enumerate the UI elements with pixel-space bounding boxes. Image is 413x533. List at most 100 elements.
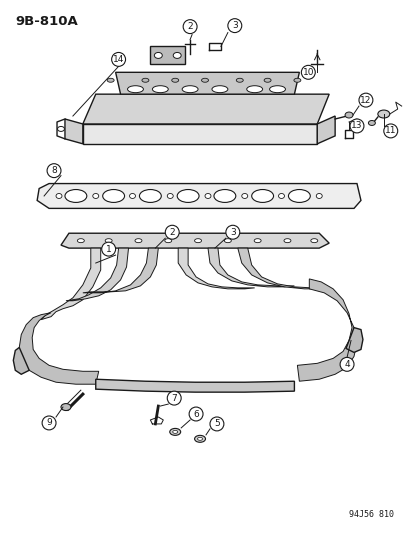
- Polygon shape: [19, 313, 98, 384]
- Polygon shape: [61, 233, 328, 248]
- Polygon shape: [83, 248, 158, 293]
- Ellipse shape: [65, 190, 87, 203]
- Circle shape: [349, 119, 363, 133]
- Polygon shape: [95, 379, 294, 392]
- Ellipse shape: [194, 435, 205, 442]
- Circle shape: [227, 19, 241, 33]
- Ellipse shape: [135, 239, 142, 243]
- Text: 4: 4: [344, 360, 349, 369]
- Ellipse shape: [344, 112, 352, 118]
- Ellipse shape: [164, 239, 171, 243]
- Text: 2: 2: [169, 228, 175, 237]
- Circle shape: [183, 20, 197, 34]
- Circle shape: [102, 242, 115, 256]
- Polygon shape: [316, 116, 335, 144]
- Ellipse shape: [214, 190, 235, 203]
- Polygon shape: [83, 124, 316, 144]
- Polygon shape: [65, 119, 83, 144]
- Ellipse shape: [142, 78, 149, 82]
- Polygon shape: [178, 248, 254, 289]
- Circle shape: [339, 358, 353, 372]
- Ellipse shape: [152, 86, 168, 93]
- Ellipse shape: [129, 193, 135, 198]
- Text: 3: 3: [229, 228, 235, 237]
- Ellipse shape: [293, 78, 300, 82]
- Ellipse shape: [316, 193, 321, 198]
- Ellipse shape: [105, 239, 112, 243]
- Circle shape: [225, 225, 239, 239]
- Text: 10: 10: [302, 68, 313, 77]
- Ellipse shape: [169, 429, 180, 435]
- Ellipse shape: [269, 86, 285, 93]
- Ellipse shape: [377, 110, 389, 118]
- Text: 11: 11: [384, 126, 396, 135]
- Ellipse shape: [241, 193, 247, 198]
- Polygon shape: [207, 248, 294, 287]
- Ellipse shape: [310, 239, 317, 243]
- Text: 6: 6: [193, 409, 199, 418]
- Text: 3: 3: [231, 21, 237, 30]
- Text: 9: 9: [46, 418, 52, 427]
- Ellipse shape: [368, 120, 375, 125]
- Ellipse shape: [197, 438, 202, 440]
- Polygon shape: [150, 46, 185, 64]
- Ellipse shape: [107, 78, 114, 82]
- Ellipse shape: [77, 239, 84, 243]
- Ellipse shape: [251, 190, 273, 203]
- Circle shape: [112, 52, 125, 66]
- Text: 8: 8: [51, 166, 57, 175]
- Ellipse shape: [139, 190, 161, 203]
- Ellipse shape: [201, 78, 208, 82]
- Ellipse shape: [177, 190, 199, 203]
- Ellipse shape: [204, 193, 211, 198]
- Text: 9B-810A: 9B-810A: [15, 15, 78, 28]
- Ellipse shape: [56, 193, 62, 198]
- Ellipse shape: [246, 86, 262, 93]
- Ellipse shape: [57, 126, 64, 132]
- Polygon shape: [115, 72, 299, 94]
- Ellipse shape: [236, 78, 243, 82]
- Polygon shape: [41, 248, 100, 320]
- Ellipse shape: [224, 239, 231, 243]
- Ellipse shape: [93, 193, 98, 198]
- Polygon shape: [66, 248, 128, 301]
- Text: 14: 14: [113, 55, 124, 64]
- Circle shape: [209, 417, 223, 431]
- Text: 1: 1: [106, 245, 111, 254]
- Ellipse shape: [182, 86, 197, 93]
- Ellipse shape: [194, 239, 201, 243]
- Ellipse shape: [263, 78, 271, 82]
- Ellipse shape: [254, 239, 261, 243]
- Ellipse shape: [278, 193, 284, 198]
- Ellipse shape: [173, 52, 181, 59]
- Polygon shape: [83, 94, 328, 124]
- Circle shape: [167, 391, 181, 405]
- Polygon shape: [237, 248, 323, 289]
- Polygon shape: [345, 328, 362, 352]
- Ellipse shape: [154, 52, 162, 59]
- Circle shape: [42, 416, 56, 430]
- Circle shape: [383, 124, 397, 138]
- Circle shape: [189, 407, 202, 421]
- Polygon shape: [37, 183, 360, 208]
- Ellipse shape: [61, 403, 71, 410]
- Ellipse shape: [172, 430, 177, 433]
- Text: 94J56 810: 94J56 810: [348, 510, 393, 519]
- Ellipse shape: [127, 86, 143, 93]
- Ellipse shape: [102, 190, 124, 203]
- Circle shape: [47, 164, 61, 177]
- Ellipse shape: [171, 78, 178, 82]
- Text: 2: 2: [187, 22, 192, 31]
- Circle shape: [301, 66, 315, 79]
- Ellipse shape: [283, 239, 290, 243]
- Ellipse shape: [167, 193, 173, 198]
- Polygon shape: [297, 279, 356, 381]
- Ellipse shape: [288, 190, 310, 203]
- Polygon shape: [13, 348, 29, 374]
- Circle shape: [358, 93, 372, 107]
- Text: 7: 7: [171, 393, 177, 402]
- Ellipse shape: [211, 86, 227, 93]
- Text: 12: 12: [359, 95, 371, 104]
- Text: 13: 13: [350, 122, 362, 131]
- Text: 5: 5: [214, 419, 219, 429]
